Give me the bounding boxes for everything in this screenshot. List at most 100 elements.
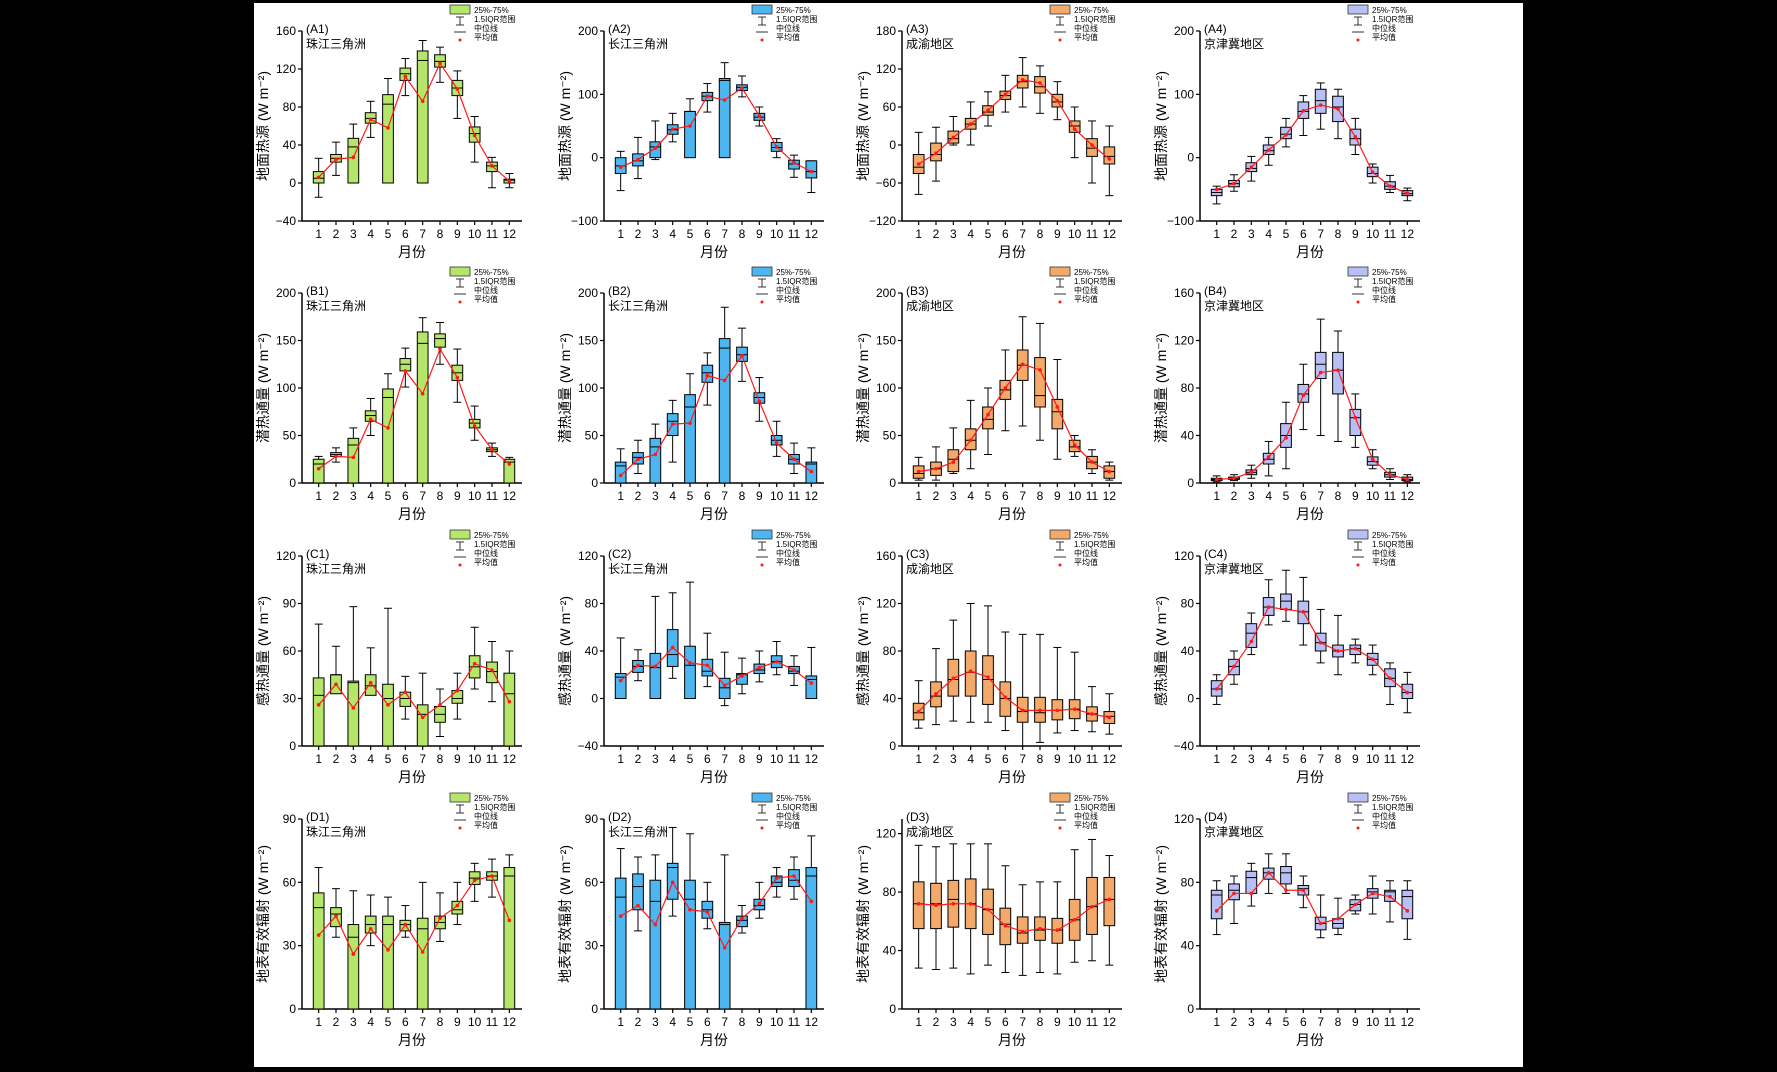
- x-tick-label: 4: [1265, 1015, 1272, 1029]
- legend-box-swatch: [1049, 266, 1071, 277]
- iqr-box: [503, 867, 516, 1010]
- x-tick-label: 12: [1401, 489, 1415, 503]
- y-tick-label: 120: [1174, 812, 1194, 826]
- legend-label: 25%-75%: [776, 794, 811, 803]
- x-tick-label: 4: [967, 1015, 974, 1029]
- x-tick-label: 10: [1068, 489, 1082, 503]
- mean-point: [368, 680, 373, 685]
- box-month-1: [312, 867, 325, 1010]
- x-tick-label: 7: [721, 752, 728, 766]
- iqr-box: [1314, 351, 1327, 379]
- mean-point: [670, 880, 675, 885]
- legend-label: 1.5IQR范围: [474, 539, 515, 549]
- legend-box-swatch: [1049, 792, 1071, 803]
- mean-point: [472, 878, 477, 883]
- y-tick-label: 40: [1181, 644, 1195, 658]
- box-month-6: [399, 905, 412, 938]
- iqr-box: [451, 690, 464, 704]
- legend-label: 1.5IQR范围: [474, 276, 515, 286]
- x-tick-label: 3: [652, 752, 659, 766]
- x-tick-label: 1: [915, 227, 922, 241]
- box-month-1: [614, 848, 627, 1010]
- mean-point: [472, 424, 477, 428]
- x-tick-label: 2: [933, 752, 940, 766]
- panel-label: (B4): [1204, 284, 1227, 298]
- x-tick-label: 3: [950, 1015, 957, 1029]
- box-month-4: [1262, 579, 1275, 626]
- mean-point: [618, 165, 623, 169]
- box-month-11: [788, 856, 800, 900]
- iqr-box: [416, 704, 429, 747]
- mean-point: [490, 874, 494, 878]
- mean-point: [809, 899, 814, 904]
- x-tick-label: 11: [1384, 489, 1397, 503]
- x-tick-label: 7: [1317, 489, 1324, 503]
- y-tick-label: 150: [276, 334, 296, 348]
- legend-box-swatch: [449, 792, 471, 803]
- mean-point: [368, 117, 373, 122]
- iqr-box: [382, 915, 394, 1010]
- mean-point: [1318, 370, 1323, 375]
- mean-point: [934, 903, 938, 908]
- box-month-11: [486, 156, 498, 189]
- x-tick-label: 10: [1068, 227, 1082, 241]
- mean-point: [1055, 405, 1060, 409]
- x-tick-label: 3: [350, 752, 357, 766]
- y-tick-label: 200: [276, 286, 296, 300]
- iqr-box: [1034, 76, 1046, 94]
- box-month-12: [503, 456, 516, 484]
- y-axis-label: 感热通量 (W m⁻²): [1153, 596, 1169, 706]
- y-tick-label: 30: [585, 939, 599, 953]
- x-tick-label: 9: [756, 752, 763, 766]
- y-tick-label: 120: [876, 827, 896, 841]
- iqr-box: [1314, 88, 1327, 114]
- legend-label: 平均值: [474, 820, 498, 830]
- mean-point: [968, 669, 973, 673]
- box-month-12: [805, 160, 818, 193]
- x-tick-label: 6: [1002, 489, 1009, 503]
- mean-point: [1249, 470, 1254, 475]
- mean-point: [1072, 127, 1077, 131]
- box-month-9: [451, 881, 464, 926]
- y-tick-label: 120: [876, 597, 896, 611]
- x-tick-label: 1: [315, 489, 322, 503]
- box-month-2: [930, 648, 942, 726]
- y-tick-label: 80: [585, 597, 599, 611]
- x-tick-label: 3: [1248, 1015, 1255, 1029]
- mean-line: [918, 898, 1110, 933]
- box-month-9: [1051, 359, 1064, 460]
- y-axis-label: 地表有效辐射 (W m⁻²): [855, 845, 871, 983]
- y-tick-label: 0: [591, 1002, 598, 1016]
- mean-line: [1216, 871, 1408, 925]
- legend-label: 中位线: [1074, 811, 1098, 821]
- mean-point: [438, 347, 442, 351]
- mean-point: [1249, 165, 1254, 169]
- panel-label: (B1): [306, 284, 329, 298]
- legend-label: 中位线: [474, 548, 498, 558]
- region-label: 成渝地区: [906, 298, 954, 313]
- legend-label: 平均值: [1372, 294, 1396, 304]
- y-tick-label: 90: [283, 597, 297, 611]
- x-tick-label: 10: [1068, 752, 1082, 766]
- mean-point: [420, 950, 425, 954]
- y-tick-label: 100: [578, 87, 598, 101]
- x-tick-label: 1: [315, 227, 322, 241]
- mean-point: [1003, 386, 1008, 390]
- x-tick-label: 3: [652, 489, 659, 503]
- mean-point: [1214, 909, 1219, 913]
- legend-label: 25%-75%: [1074, 531, 1109, 540]
- box-month-1: [614, 448, 627, 484]
- legend-label: 中位线: [776, 23, 800, 33]
- iqr-box: [312, 892, 325, 1010]
- mean-point: [1038, 368, 1042, 372]
- legend-label: 平均值: [1074, 820, 1098, 830]
- mean-point: [916, 901, 921, 906]
- mean-point: [916, 709, 921, 714]
- mean-point: [636, 903, 640, 908]
- legend-mean-swatch: [1356, 300, 1360, 304]
- legend-box-swatch: [751, 266, 773, 277]
- mean-point: [1301, 109, 1306, 113]
